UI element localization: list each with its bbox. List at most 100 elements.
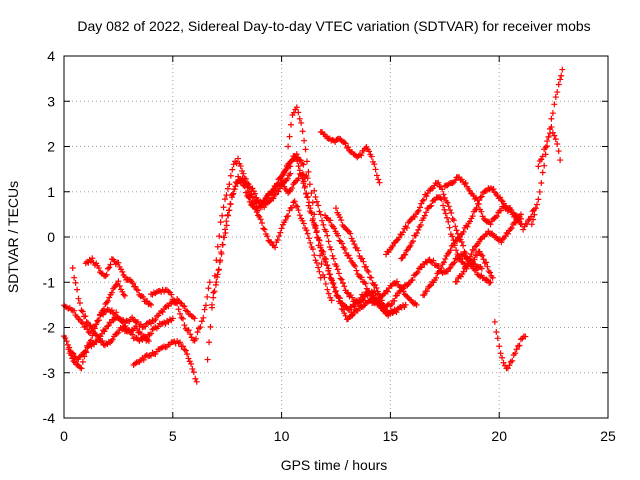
data-point <box>372 166 379 173</box>
data-point <box>487 185 494 192</box>
series-track-5 <box>82 255 155 308</box>
data-point <box>95 333 102 340</box>
data-point <box>467 253 474 260</box>
series-track-26 <box>528 66 566 228</box>
data-point <box>303 158 310 165</box>
data-point <box>319 217 326 224</box>
data-point <box>261 226 268 233</box>
data-point <box>499 236 506 243</box>
data-point <box>552 136 559 143</box>
data-point <box>237 163 244 170</box>
data-point <box>190 369 197 376</box>
data-point <box>235 155 242 162</box>
data-point <box>106 264 113 271</box>
data-point <box>453 238 460 245</box>
data-point <box>554 140 561 147</box>
data-point <box>115 259 122 266</box>
data-point <box>272 191 279 198</box>
data-point <box>322 258 329 265</box>
data-point <box>360 258 367 265</box>
data-point <box>198 318 205 325</box>
data-point <box>316 236 323 243</box>
data-point <box>471 195 478 202</box>
data-point <box>356 151 363 158</box>
data-point <box>181 303 188 310</box>
data-point <box>496 343 503 350</box>
data-point <box>455 252 462 259</box>
data-point <box>482 217 489 224</box>
x-tick-label: 20 <box>491 428 507 444</box>
data-point <box>217 257 224 264</box>
data-points <box>61 66 566 385</box>
data-point <box>445 203 452 210</box>
data-point <box>227 172 234 179</box>
data-point <box>554 89 561 96</box>
data-point <box>363 263 370 270</box>
data-point <box>528 221 535 228</box>
data-point <box>413 270 420 277</box>
data-point <box>478 208 485 215</box>
y-tick-label: -3 <box>43 365 56 381</box>
data-point <box>278 179 285 186</box>
data-point <box>447 264 454 271</box>
data-point <box>478 272 485 279</box>
data-point <box>88 325 95 332</box>
data-point <box>313 229 320 236</box>
data-point <box>240 179 247 186</box>
data-point <box>433 274 440 281</box>
data-point <box>179 343 186 350</box>
data-point <box>201 306 208 313</box>
data-point <box>309 246 316 253</box>
data-point <box>331 284 338 291</box>
data-point <box>182 347 189 354</box>
data-point <box>398 255 405 262</box>
data-point <box>293 104 300 111</box>
data-point <box>243 182 250 189</box>
data-point <box>67 352 74 359</box>
data-point <box>474 197 481 204</box>
data-point <box>304 230 311 237</box>
data-point <box>181 322 188 329</box>
data-point <box>304 175 311 182</box>
data-point <box>541 162 548 169</box>
data-point <box>452 223 459 230</box>
data-point <box>348 235 355 242</box>
data-point <box>181 346 188 353</box>
data-point <box>343 289 350 296</box>
data-point <box>102 273 109 280</box>
data-point <box>75 295 82 302</box>
data-point <box>346 147 353 154</box>
data-point <box>79 358 86 365</box>
series-track-21 <box>398 194 496 281</box>
data-point <box>82 313 89 320</box>
data-point <box>420 196 427 203</box>
data-point <box>134 325 141 332</box>
series-track-13 <box>245 194 324 281</box>
data-point <box>89 255 96 262</box>
data-point <box>197 324 204 331</box>
data-point <box>481 260 488 267</box>
data-point <box>346 314 353 321</box>
data-point <box>416 204 423 211</box>
data-point <box>449 233 456 240</box>
data-point <box>222 230 229 237</box>
y-tick-label: 4 <box>47 48 55 64</box>
data-point <box>435 268 442 275</box>
data-point <box>388 301 395 308</box>
data-point <box>242 189 249 196</box>
data-point <box>504 230 511 237</box>
data-point <box>265 191 272 198</box>
data-point <box>336 295 343 302</box>
data-point <box>350 261 357 268</box>
data-point <box>338 217 345 224</box>
data-point <box>368 274 375 281</box>
data-point <box>315 202 322 209</box>
data-point <box>213 279 220 286</box>
data-point <box>270 186 277 193</box>
data-point <box>259 204 266 211</box>
data-point <box>497 207 504 214</box>
data-point <box>330 255 337 262</box>
data-point <box>403 224 410 231</box>
data-point <box>275 188 282 195</box>
data-point <box>105 338 112 345</box>
